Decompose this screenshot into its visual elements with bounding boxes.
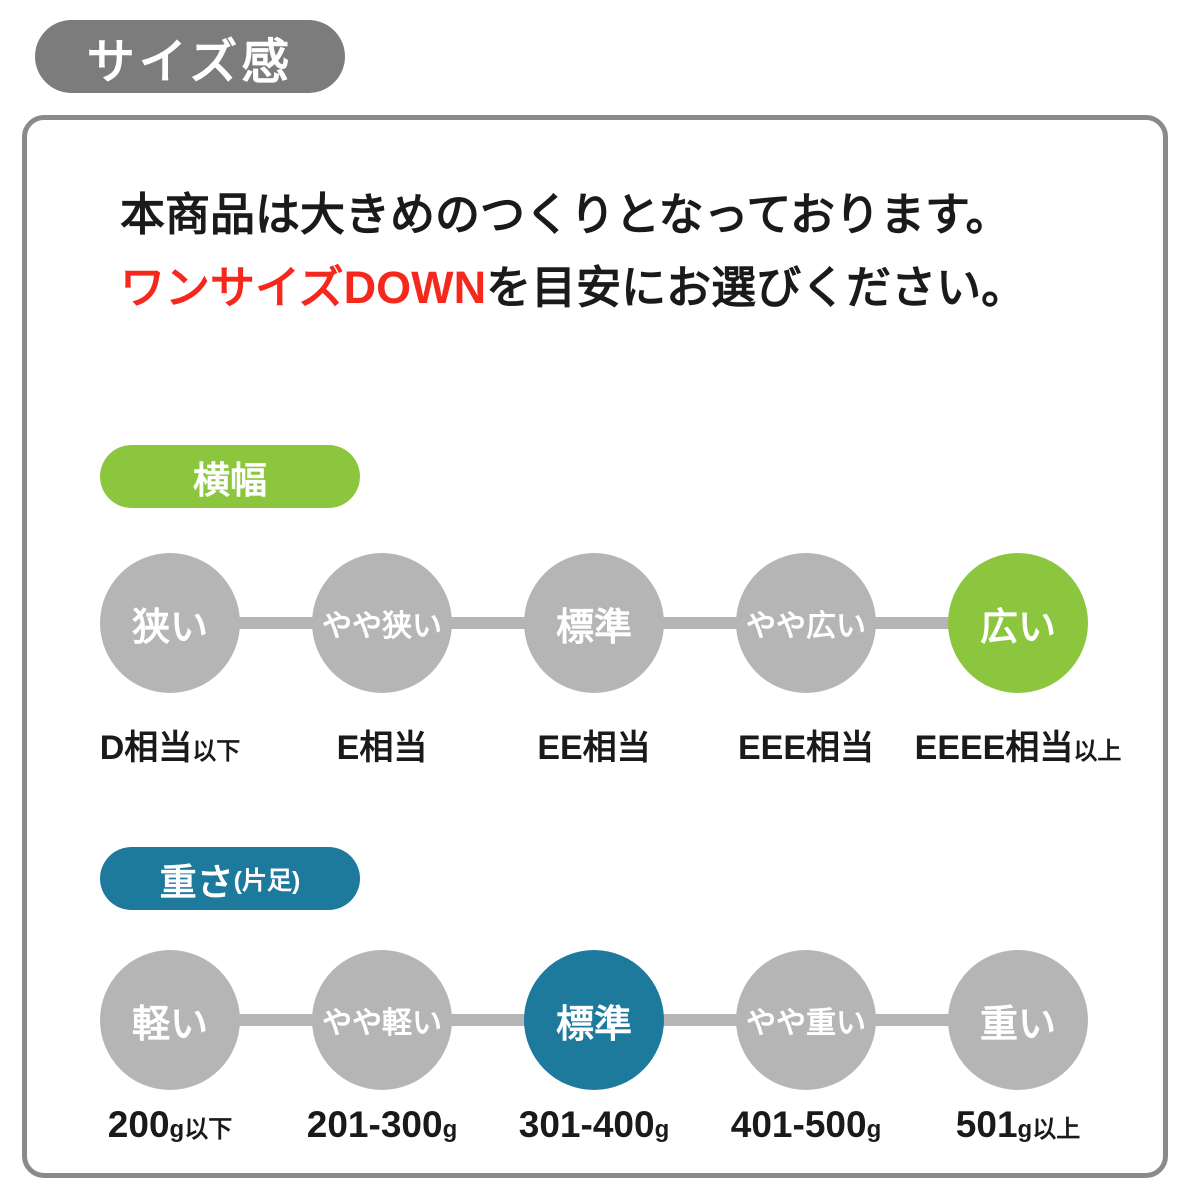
weight-circle-4: 重い [948, 950, 1088, 1090]
width-circle-4: 広い [948, 553, 1088, 693]
width-label-4: EEEE相当以上 [914, 729, 1122, 767]
page-title-badge: サイズ感 [35, 20, 345, 93]
width-labels-row: D相当以下 E相当 EE相当 EEE相当 EEEE相当以上 [100, 720, 1122, 770]
width-label-0: D相当以下 [99, 729, 241, 767]
width-circle-2: 標準 [524, 553, 664, 693]
weight-label-1: 201-300g [306, 1104, 458, 1145]
weight-labels-row: 200g以下 201-300g 301-400g 401-500g 501g以上 [100, 1104, 1088, 1154]
weight-label-4: 501g以上 [955, 1104, 1081, 1145]
weight-label-0: 200g以下 [107, 1104, 233, 1145]
width-circle-3: やや広い [736, 553, 876, 693]
width-label-2: EE相当 [537, 729, 651, 767]
weight-label-3: 401-500g [730, 1104, 882, 1145]
description-text: 本商品は大きめのつくりとなっております。 ワンサイズDOWNを目安にお選びくださ… [120, 178, 1026, 324]
width-circle-0: 狭い [100, 553, 240, 693]
description-line2: ワンサイズDOWNを目安にお選びください。 [120, 251, 1026, 324]
width-section-badge: 横幅 [100, 445, 360, 508]
width-label-1: E相当 [336, 729, 428, 767]
weight-circle-2: 標準 [524, 950, 664, 1090]
description-line1: 本商品は大きめのつくりとなっております。 [120, 189, 1011, 240]
weight-circle-0: 軽い [100, 950, 240, 1090]
weight-circle-1: やや軽い [312, 950, 452, 1090]
page-title: サイズ感 [86, 35, 294, 89]
weight-label-2: 301-400g [518, 1104, 670, 1145]
width-circle-1: やや狭い [312, 553, 452, 693]
width-badge-label: 横幅 [193, 459, 267, 501]
width-scale-row: 狭い やや狭い 標準 やや広い 広い [100, 553, 1088, 693]
width-label-3: EEE相当 [737, 729, 875, 767]
description-highlight: ワンサイズDOWN [120, 262, 487, 313]
weight-scale-row: 軽い やや軽い 標準 やや重い 重い [100, 950, 1088, 1090]
weight-circle-3: やや重い [736, 950, 876, 1090]
weight-badge-sublabel: (片足) [233, 866, 301, 895]
weight-badge-label: 重さ [159, 861, 234, 903]
description-line2-rest: を目安にお選びください。 [486, 262, 1027, 313]
weight-section-badge: 重さ (片足) [100, 847, 360, 910]
